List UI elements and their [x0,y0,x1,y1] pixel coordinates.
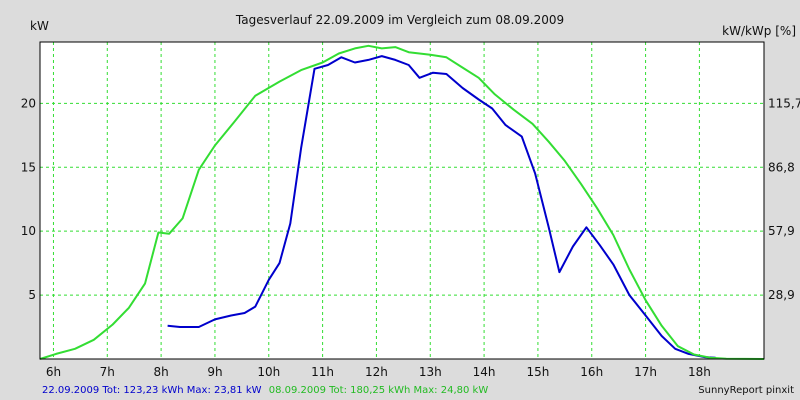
credit-text: SunnyReport pinxit [698,385,794,396]
x-tick-label: 11h [311,365,334,379]
x-tick-label: 17h [634,365,657,379]
y-tick-label-right: 57,9 [768,224,795,238]
y-tick-label-left: 20 [21,96,36,110]
x-tick-label: 6h [46,365,61,379]
legend-entry-blue: 22.09.2009 Tot: 123,23 kWh Max: 23,81 kW [42,385,262,396]
x-tick-label: 12h [365,365,388,379]
x-tick-label: 9h [207,365,222,379]
y-tick-label-right: 28,9 [768,288,795,302]
y-tick-label-left: 10 [21,224,36,238]
y-axis-right-ticks: 28,9 57,9 86,8 115,7 [768,96,800,302]
chart-title: Tagesverlauf 22.09.2009 im Vergleich zum… [235,13,564,27]
x-axis-ticks: 6h 7h 8h 9h 10h 11h 12h 13h 14h 15h 16h 17h 18h [46,365,711,379]
y-tick-label-left: 5 [28,288,36,302]
y-axis-left-label: kW [30,19,49,33]
y-axis-right-label: kW/kWp [%] [722,24,796,38]
x-tick-label: 7h [100,365,115,379]
series-line-2 [39,44,765,360]
y-tick-label-right: 86,8 [768,160,795,174]
x-tick-label: 8h [153,365,168,379]
series-lines [39,44,765,360]
x-tick-label: 15h [526,365,549,379]
y-tick-label-right: 115,7 [768,96,800,110]
legend: 22.09.2009 Tot: 123,23 kWh Max: 23,81 kW… [42,385,488,396]
plot-border [39,41,765,360]
x-tick-label: 18h [688,365,711,379]
gridlines [40,42,764,359]
x-tick-label: 16h [580,365,603,379]
legend-entry-green: 08.09.2009 Tot: 180,25 kWh Max: 24,80 kW [269,385,489,396]
y-tick-label-left: 15 [21,160,36,174]
x-tick-label: 10h [257,365,280,379]
plot-area [40,42,764,359]
series-line-1 [167,55,716,359]
x-tick-label: 13h [419,365,442,379]
y-axis-left-ticks: 5 10 15 20 [21,96,36,302]
x-tick-label: 14h [473,365,496,379]
